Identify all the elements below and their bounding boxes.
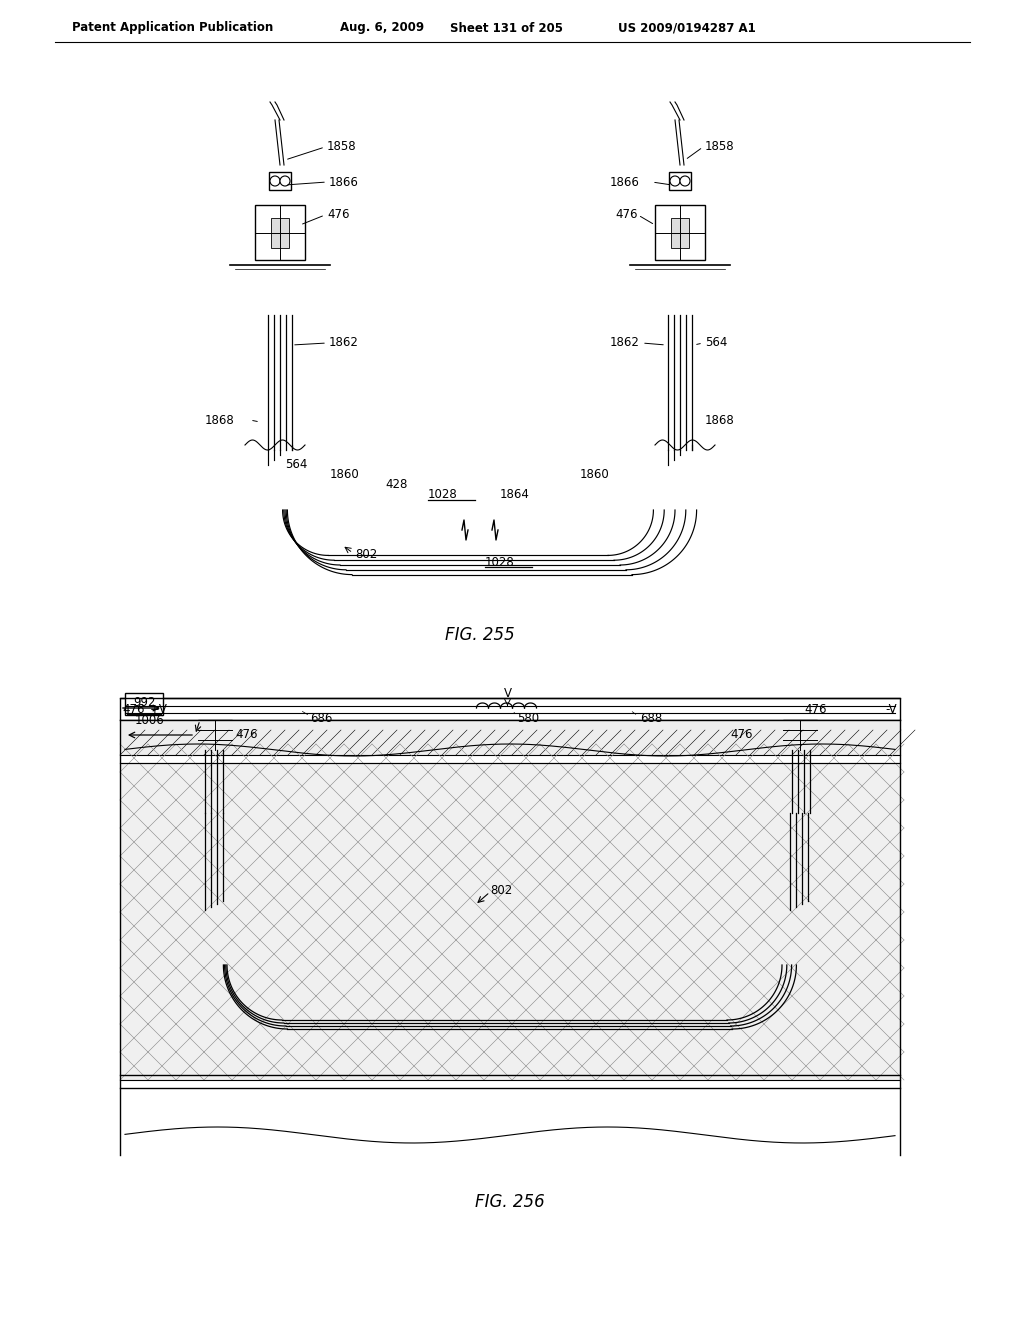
Text: 476: 476 <box>730 729 753 742</box>
Bar <box>125 693 163 715</box>
Bar <box>655 205 705 260</box>
Text: 476: 476 <box>327 209 349 222</box>
Text: 1862: 1862 <box>610 337 640 350</box>
Text: 1860: 1860 <box>330 469 359 482</box>
Text: 1006: 1006 <box>135 714 165 726</box>
Bar <box>671 218 689 248</box>
Text: 476: 476 <box>122 704 144 715</box>
Text: 1868: 1868 <box>705 413 735 426</box>
Text: FIG. 256: FIG. 256 <box>475 1193 545 1210</box>
Text: -V: -V <box>886 704 897 715</box>
Circle shape <box>280 176 290 186</box>
Text: 992: 992 <box>133 697 156 710</box>
Text: 1864: 1864 <box>500 488 529 502</box>
Bar <box>120 763 900 1080</box>
Text: 476: 476 <box>615 209 638 222</box>
Text: 1858: 1858 <box>327 140 356 153</box>
Bar <box>198 719 232 750</box>
Text: 802: 802 <box>490 883 512 896</box>
Text: 688: 688 <box>640 711 663 725</box>
Bar <box>120 719 900 755</box>
Text: 686: 686 <box>310 711 333 725</box>
Text: Aug. 6, 2009: Aug. 6, 2009 <box>340 21 424 34</box>
Text: 580: 580 <box>517 711 540 725</box>
Text: FIG. 255: FIG. 255 <box>445 626 515 644</box>
Text: 476: 476 <box>234 729 257 742</box>
Bar <box>783 719 817 750</box>
Text: 1028: 1028 <box>428 488 458 502</box>
Text: 1866: 1866 <box>329 176 358 189</box>
Text: 1866: 1866 <box>610 176 640 189</box>
Text: Sheet 131 of 205: Sheet 131 of 205 <box>450 21 563 34</box>
Text: 476: 476 <box>804 704 826 715</box>
Bar <box>255 205 305 260</box>
Circle shape <box>680 176 690 186</box>
Circle shape <box>270 176 280 186</box>
Text: 428: 428 <box>385 479 408 491</box>
Text: US 2009/0194287 A1: US 2009/0194287 A1 <box>618 21 756 34</box>
Text: V: V <box>504 686 512 700</box>
Text: 802: 802 <box>355 549 377 561</box>
Text: 1860: 1860 <box>580 469 609 482</box>
Bar <box>269 172 291 190</box>
Text: 1862: 1862 <box>329 337 358 350</box>
Circle shape <box>670 176 680 186</box>
Bar <box>271 218 289 248</box>
Text: 564: 564 <box>705 337 727 350</box>
Text: 564: 564 <box>285 458 307 471</box>
Bar <box>120 698 900 719</box>
Text: 1028: 1028 <box>485 556 515 569</box>
Text: +V: +V <box>150 704 168 715</box>
Bar <box>669 172 691 190</box>
Text: 1858: 1858 <box>705 140 734 153</box>
Text: Patent Application Publication: Patent Application Publication <box>72 21 273 34</box>
Text: 1868: 1868 <box>205 413 234 426</box>
